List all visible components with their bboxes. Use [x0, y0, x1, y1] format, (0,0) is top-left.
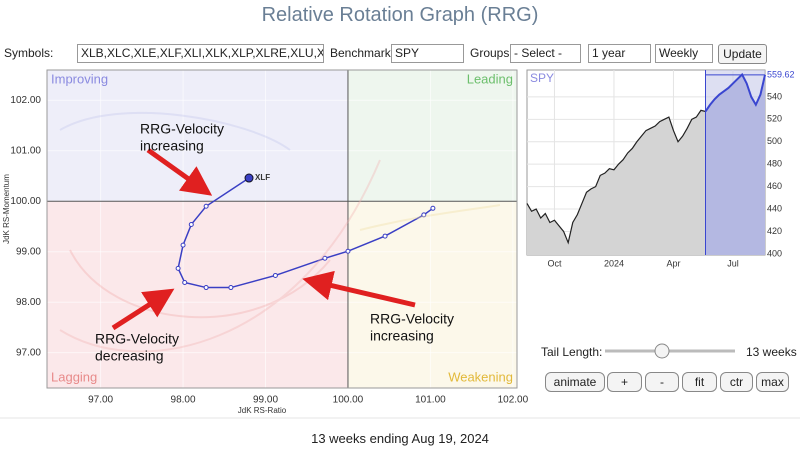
tail-point [180, 242, 186, 248]
annotations: RRG-VelocityincreasingRRG-Velocitydecrea… [95, 121, 454, 364]
x-tick-label: Apr [666, 258, 680, 268]
y-tick-label: 520 [767, 114, 782, 124]
y-tick-label: 440 [767, 203, 782, 213]
tail-point [421, 212, 427, 218]
faint-tail [59, 159, 381, 353]
groups-label: Groups: [470, 46, 513, 60]
tail-point [203, 285, 209, 291]
footer: 13 weeks ending Aug 19, 2024 [311, 431, 489, 446]
x-tick-label: Jul [727, 258, 739, 268]
benchmark-chart: 400 420 440 460 480 500 520 540 Oct 2024 Apr Jul 559… [526, 69, 795, 268]
y-tick-label: 100.00 [10, 196, 41, 207]
tail-point [430, 205, 436, 211]
x-tick-label: 99.00 [253, 395, 278, 406]
arrows [111, 147, 416, 331]
tail-label: Tail Length: [541, 345, 603, 359]
period-select[interactable]: 1 year [588, 44, 651, 63]
tail-value: 13 weeks [746, 345, 797, 359]
faint-tail [359, 204, 501, 231]
benchmark-label: Benchmark: [330, 46, 395, 60]
x-tick-label: Oct [547, 258, 562, 268]
x-tick-label: 98.00 [171, 395, 196, 406]
y-tick-label: 400 [767, 248, 782, 258]
quadrant-label: Lagging [51, 369, 97, 384]
annotation: RRG-Velocity [370, 311, 454, 327]
plot-frame [46, 69, 518, 389]
slider-knob[interactable] [654, 343, 670, 359]
arrow [146, 147, 213, 196]
series-label: XLF [255, 173, 270, 182]
tail-point [228, 285, 234, 291]
control-button[interactable]: ctr [720, 372, 753, 392]
window-area [705, 74, 765, 255]
y-tick-label: 460 [767, 181, 782, 191]
tail-point [188, 221, 194, 227]
control-button[interactable]: - [645, 372, 679, 392]
annotation: increasing [140, 138, 204, 154]
head-point [244, 173, 254, 183]
y-tick-label: 97.00 [16, 347, 41, 358]
control-button[interactable]: max [756, 372, 789, 392]
y-axis-label: JdK RS-Momentum [2, 174, 11, 244]
decor [59, 112, 501, 353]
tail-point [382, 233, 388, 239]
y-tick-label: 500 [767, 136, 782, 146]
tail-point [175, 265, 181, 271]
y-tick-label: 420 [767, 226, 782, 236]
tail-line [177, 177, 434, 289]
y-tick-label: 99.00 [16, 246, 41, 257]
tail-point [345, 248, 351, 254]
quadrant-label: Weakening [448, 369, 513, 384]
x-axis-label: JdK RS-Ratio [238, 406, 287, 415]
faint-tail [69, 249, 331, 319]
x-tick-label: 100.00 [333, 395, 364, 406]
symbols-label: Symbols: [4, 46, 54, 60]
symbols-input[interactable]: XLB,XLC,XLE,XLF,XLI,XLK,XLP,XLRE,XLU,XLV… [77, 44, 324, 63]
arrow [302, 270, 416, 308]
control-button[interactable]: fit [682, 372, 717, 392]
y-tick-label: 540 [767, 91, 782, 101]
annotation: decreasing [95, 348, 164, 364]
groups-select[interactable]: - Select - [510, 44, 581, 63]
benchmark-input[interactable]: SPY [391, 44, 464, 63]
tail-point [203, 203, 209, 209]
annotation: RRG-Velocity [140, 121, 224, 137]
annotation: RRG-Velocity [95, 331, 179, 347]
page-title: Relative Rotation Graph (RRG) [261, 4, 539, 26]
y-tick-label: 102.00 [10, 95, 41, 106]
last-value-label: 559.62 [767, 69, 795, 79]
control-button[interactable]: animate [545, 372, 605, 392]
tail-point [322, 255, 328, 261]
annotation: increasing [370, 328, 434, 344]
control-button[interactable]: + [607, 372, 642, 392]
x-tick-label: 97.00 [88, 395, 113, 406]
y-tick-label: 101.00 [10, 145, 41, 156]
quadrant-label: Improving [51, 71, 108, 86]
chart-name: SPY [530, 71, 554, 85]
frequency-select[interactable]: Weekly [655, 44, 713, 63]
tail-point [272, 272, 278, 278]
y-tick-label: 480 [767, 159, 782, 169]
y-tick-label: 98.00 [16, 297, 41, 308]
quadrant-label: Leading [467, 71, 513, 86]
x-tick-label: 2024 [604, 258, 624, 268]
tail-point [182, 280, 188, 286]
quadrant [347, 70, 517, 202]
window-line [704, 72, 766, 113]
quadrant [47, 201, 348, 388]
update-button[interactable]: Update [718, 44, 767, 64]
x-tick-label: 101.00 [415, 395, 446, 406]
arrow [111, 288, 175, 331]
faint-tail [59, 112, 291, 151]
x-tick-label: 102.00 [498, 395, 529, 406]
